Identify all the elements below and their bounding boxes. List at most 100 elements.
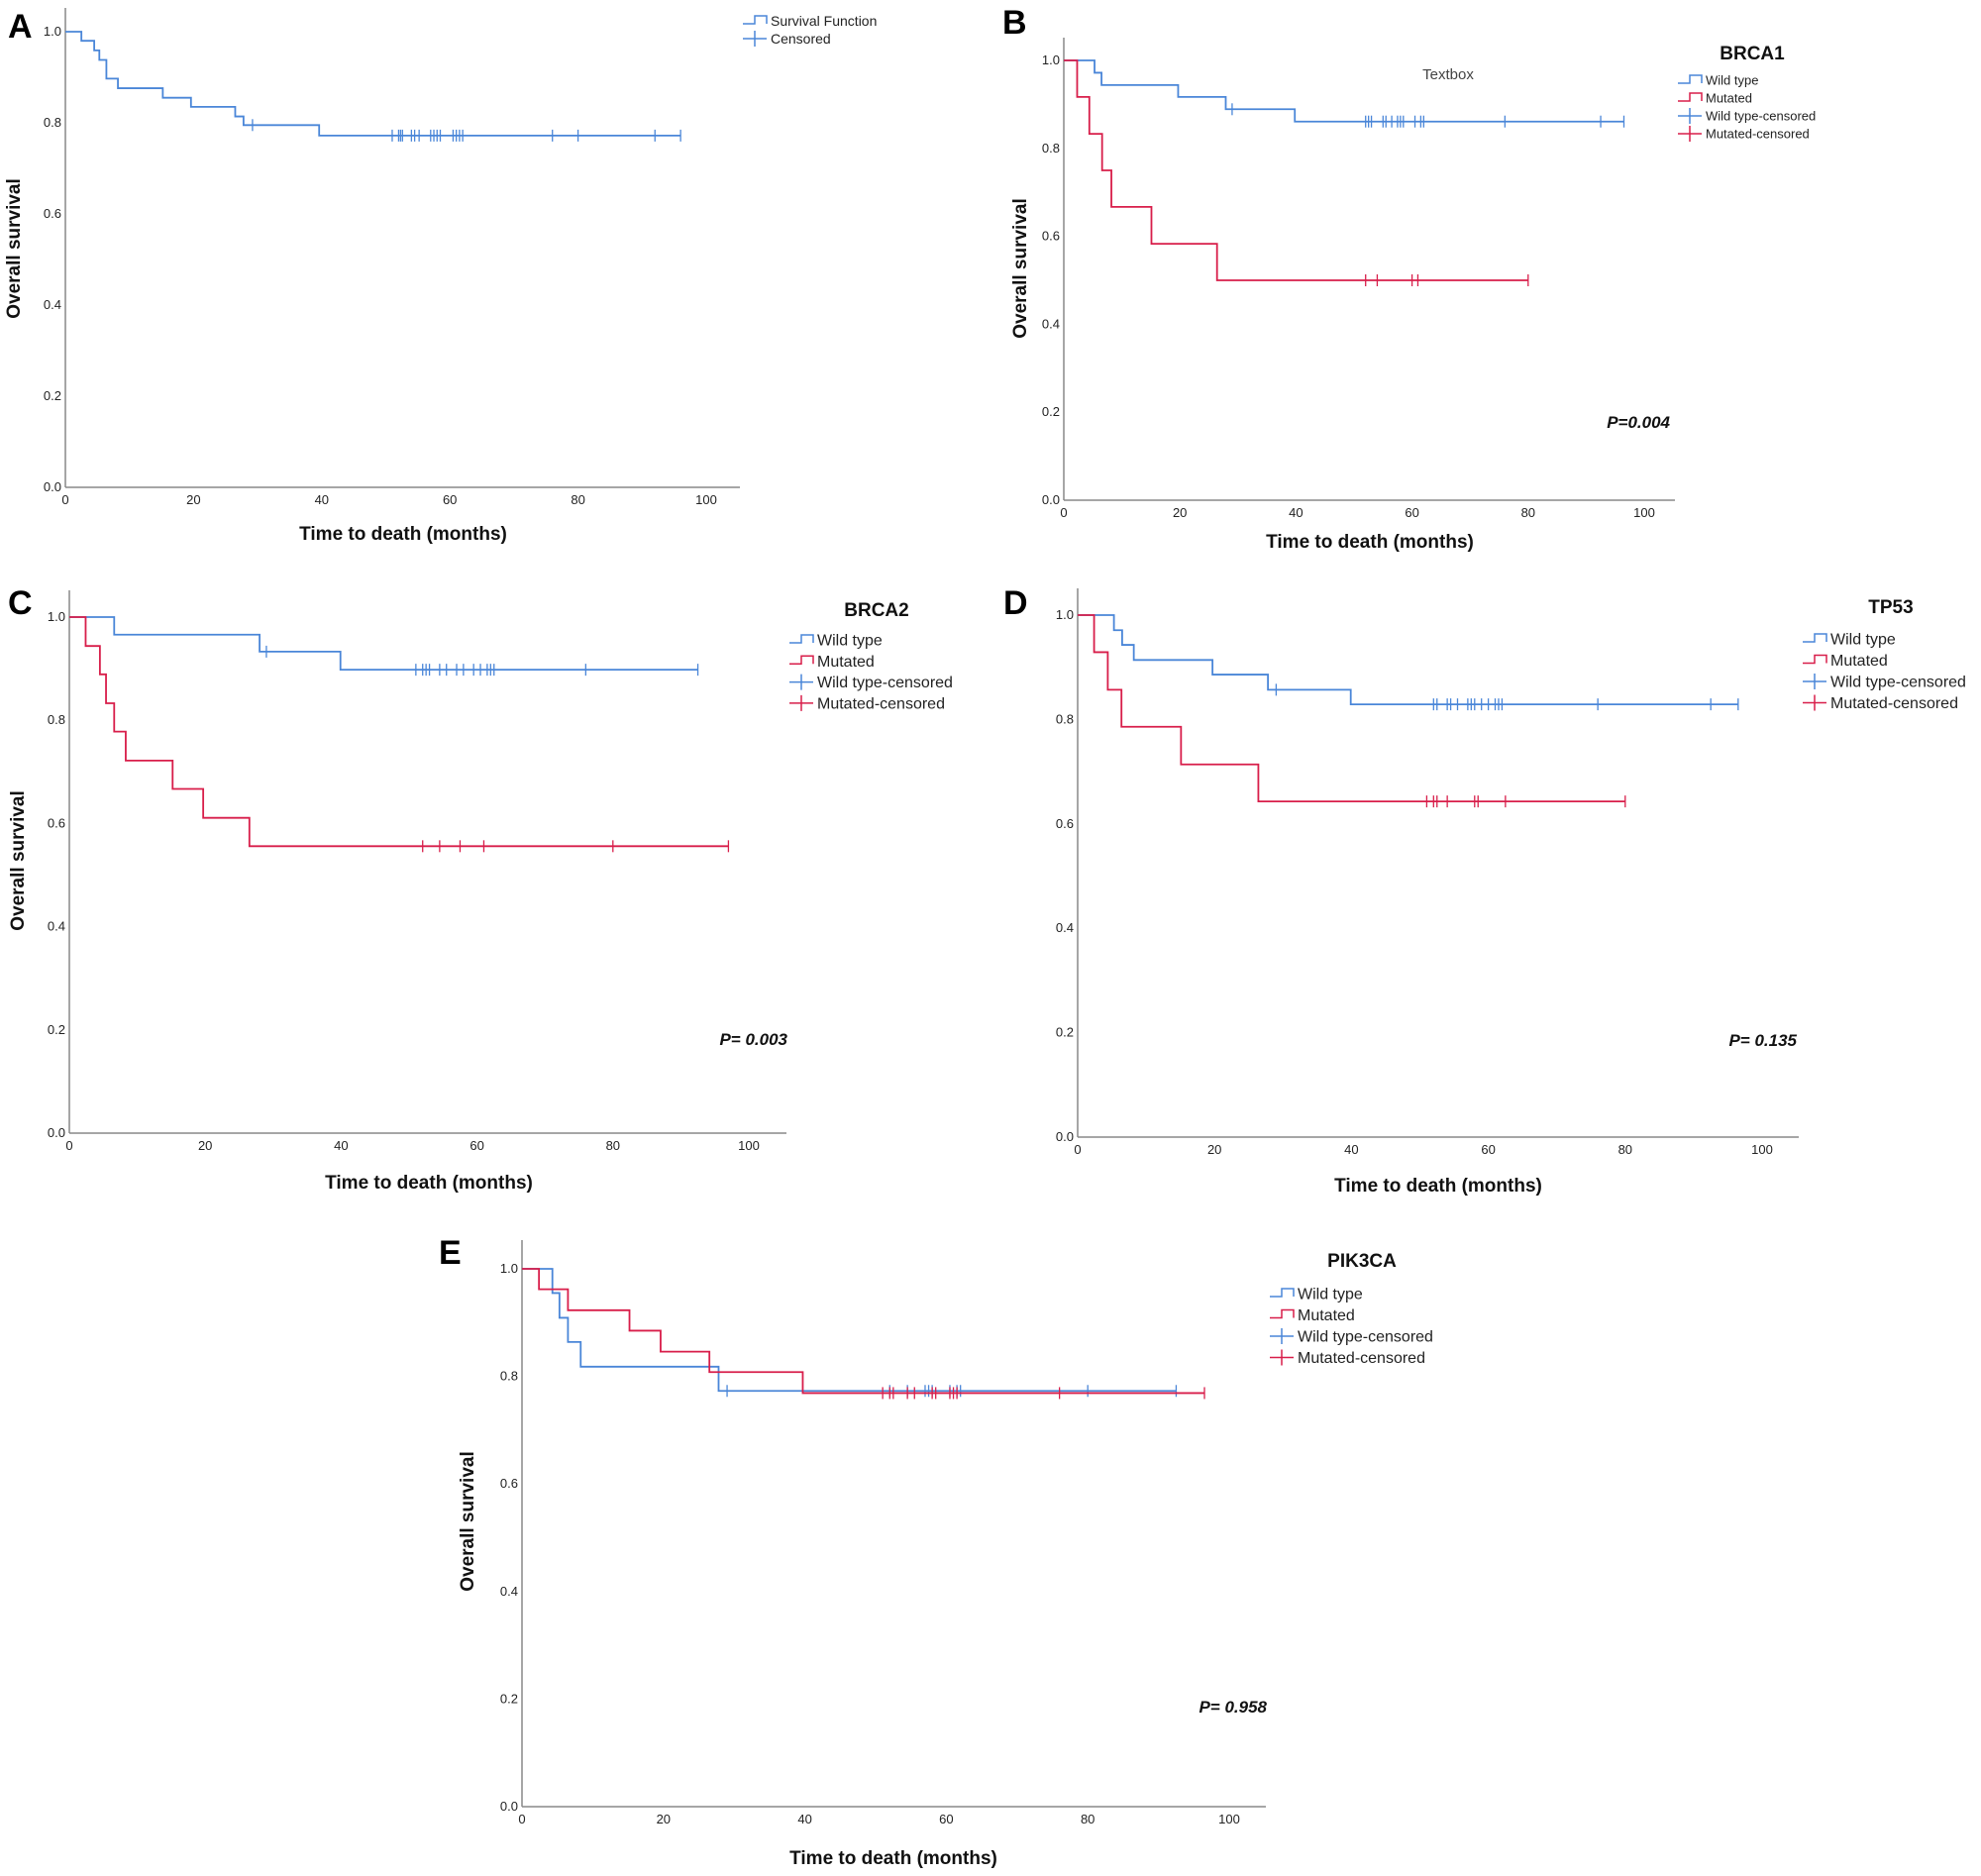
y-tick-label: 0.2 bbox=[500, 1691, 518, 1706]
panel-c: C 0 20 40 60 80 100 0.0 0.2 0.4 0.6 0.8 1.0 Time to d… bbox=[8, 584, 953, 1194]
x-tick-label: 60 bbox=[443, 492, 457, 507]
x-tick-label: 40 bbox=[797, 1812, 811, 1826]
mutated-curve bbox=[69, 616, 729, 848]
y-tick-label: 1.0 bbox=[1042, 52, 1060, 67]
y-tick-label: 0.0 bbox=[48, 1125, 65, 1140]
survival-curve bbox=[65, 31, 681, 137]
p-value: P=0.004 bbox=[1607, 413, 1670, 432]
x-tick-label: 100 bbox=[1633, 505, 1655, 520]
x-axis-title: Time to death (months) bbox=[1266, 532, 1474, 553]
wild-type-curve bbox=[522, 1268, 1177, 1393]
legend-step-icon bbox=[1270, 1288, 1295, 1298]
y-tick-label: 0.2 bbox=[48, 1022, 65, 1037]
legend-entry: Wild type-censored bbox=[1830, 675, 1966, 691]
legend-censor-icon bbox=[789, 674, 813, 690]
legend-entry: Mutated-censored bbox=[817, 696, 945, 713]
x-tick-label: 100 bbox=[738, 1138, 760, 1153]
legend-entry: Mutated bbox=[817, 654, 875, 671]
x-tick-label: 20 bbox=[186, 492, 200, 507]
legend-censor-icon bbox=[1678, 126, 1702, 142]
y-tick-label: 0.6 bbox=[48, 815, 65, 830]
x-tick-label: 0 bbox=[518, 1812, 525, 1826]
y-tick-label: 0.6 bbox=[1056, 816, 1074, 831]
legend-step-icon bbox=[1270, 1308, 1295, 1319]
p-value: P= 0.135 bbox=[1728, 1031, 1797, 1050]
wild-type-curve bbox=[1078, 614, 1738, 706]
y-tick-label: 0.2 bbox=[44, 388, 61, 403]
legend-entry: Censored bbox=[771, 31, 831, 47]
x-tick-label: 0 bbox=[1074, 1142, 1081, 1157]
legend-step-icon bbox=[789, 655, 814, 666]
x-tick-label: 60 bbox=[939, 1812, 953, 1826]
x-tick-label: 80 bbox=[571, 492, 584, 507]
x-tick-label: 40 bbox=[1289, 505, 1303, 520]
legend-censor-icon bbox=[1803, 674, 1826, 689]
y-tick-label: 0.4 bbox=[1042, 316, 1060, 331]
x-tick-label: 100 bbox=[1751, 1142, 1773, 1157]
mutated-curve bbox=[1078, 614, 1625, 803]
legend-title: BRCA1 bbox=[1720, 44, 1785, 64]
x-tick-label: 0 bbox=[65, 1138, 72, 1153]
y-tick-label: 0.6 bbox=[1042, 229, 1060, 244]
panel-b: B 0 20 40 60 80 100 0.0 0.2 0.4 0.6 0.8 1.0 Time to d… bbox=[1002, 4, 1816, 553]
x-tick-label: 0 bbox=[1060, 505, 1067, 520]
legend-step-icon bbox=[1803, 654, 1827, 665]
legend-step-icon bbox=[1678, 92, 1703, 102]
y-tick-label: 0.8 bbox=[1056, 711, 1074, 726]
x-tick-label: 60 bbox=[469, 1138, 483, 1153]
y-tick-label: 0.4 bbox=[1056, 920, 1074, 935]
legend-entry: Mutated bbox=[1298, 1307, 1355, 1324]
x-axis-title: Time to death (months) bbox=[299, 524, 507, 545]
legend-title: PIK3CA bbox=[1327, 1251, 1397, 1272]
legend-censor-icon bbox=[1270, 1328, 1294, 1344]
y-tick-label: 1.0 bbox=[44, 24, 61, 39]
legend-entry: Wild type-censored bbox=[1706, 109, 1816, 124]
y-tick-label: 0.8 bbox=[44, 115, 61, 130]
y-tick-label: 0.2 bbox=[1042, 404, 1060, 419]
y-tick-label: 0.6 bbox=[44, 206, 61, 221]
textbox-annotation: Textbox bbox=[1422, 66, 1474, 83]
x-tick-label: 80 bbox=[606, 1138, 620, 1153]
x-axis-title: Time to death (months) bbox=[325, 1173, 533, 1194]
legend-entry: Mutated bbox=[1830, 653, 1888, 670]
y-tick-label: 0.0 bbox=[1042, 492, 1060, 507]
legend-entry: Wild type bbox=[1830, 632, 1896, 649]
legend-entry: Mutated-censored bbox=[1830, 695, 1958, 712]
y-axis-title: Overall survival bbox=[458, 1451, 478, 1592]
y-tick-label: 0.4 bbox=[48, 919, 65, 934]
p-value: P= 0.003 bbox=[719, 1030, 787, 1049]
y-axis-title: Overall survival bbox=[8, 790, 29, 931]
y-axis-title: Overall survival bbox=[1010, 198, 1031, 339]
legend-step-icon bbox=[743, 15, 768, 25]
y-axis-title: Overall survival bbox=[4, 178, 25, 319]
x-tick-label: 40 bbox=[334, 1138, 348, 1153]
wild-type-curve bbox=[69, 616, 698, 672]
x-axis-title: Time to death (months) bbox=[1334, 1176, 1542, 1197]
legend-entry: Wild type bbox=[817, 633, 883, 650]
legend-entry: Survival Function bbox=[771, 13, 877, 29]
x-tick-label: 20 bbox=[657, 1812, 671, 1826]
y-tick-label: 1.0 bbox=[1056, 607, 1074, 622]
x-tick-label: 100 bbox=[695, 492, 717, 507]
legend-entry: Mutated-censored bbox=[1298, 1350, 1425, 1367]
x-tick-label: 80 bbox=[1521, 505, 1535, 520]
legend-censor-icon bbox=[1678, 108, 1702, 124]
x-tick-label: 100 bbox=[1218, 1812, 1240, 1826]
p-value: P= 0.958 bbox=[1199, 1698, 1267, 1717]
y-tick-label: 1.0 bbox=[48, 609, 65, 624]
legend-entry: Wild type-censored bbox=[1298, 1329, 1433, 1346]
mutated-curve bbox=[1064, 59, 1528, 281]
x-tick-label: 60 bbox=[1481, 1142, 1495, 1157]
y-tick-label: 0.0 bbox=[500, 1799, 518, 1814]
y-tick-label: 0.6 bbox=[500, 1476, 518, 1491]
legend-entry: Wild type bbox=[1706, 73, 1758, 88]
y-tick-label: 1.0 bbox=[500, 1261, 518, 1276]
legend-step-icon bbox=[789, 634, 814, 644]
x-tick-label: 20 bbox=[1173, 505, 1187, 520]
x-tick-label: 80 bbox=[1618, 1142, 1632, 1157]
y-tick-label: 0.4 bbox=[500, 1584, 518, 1599]
y-tick-label: 0.0 bbox=[1056, 1129, 1074, 1144]
y-tick-label: 0.8 bbox=[500, 1369, 518, 1384]
legend-title: TP53 bbox=[1868, 597, 1913, 618]
